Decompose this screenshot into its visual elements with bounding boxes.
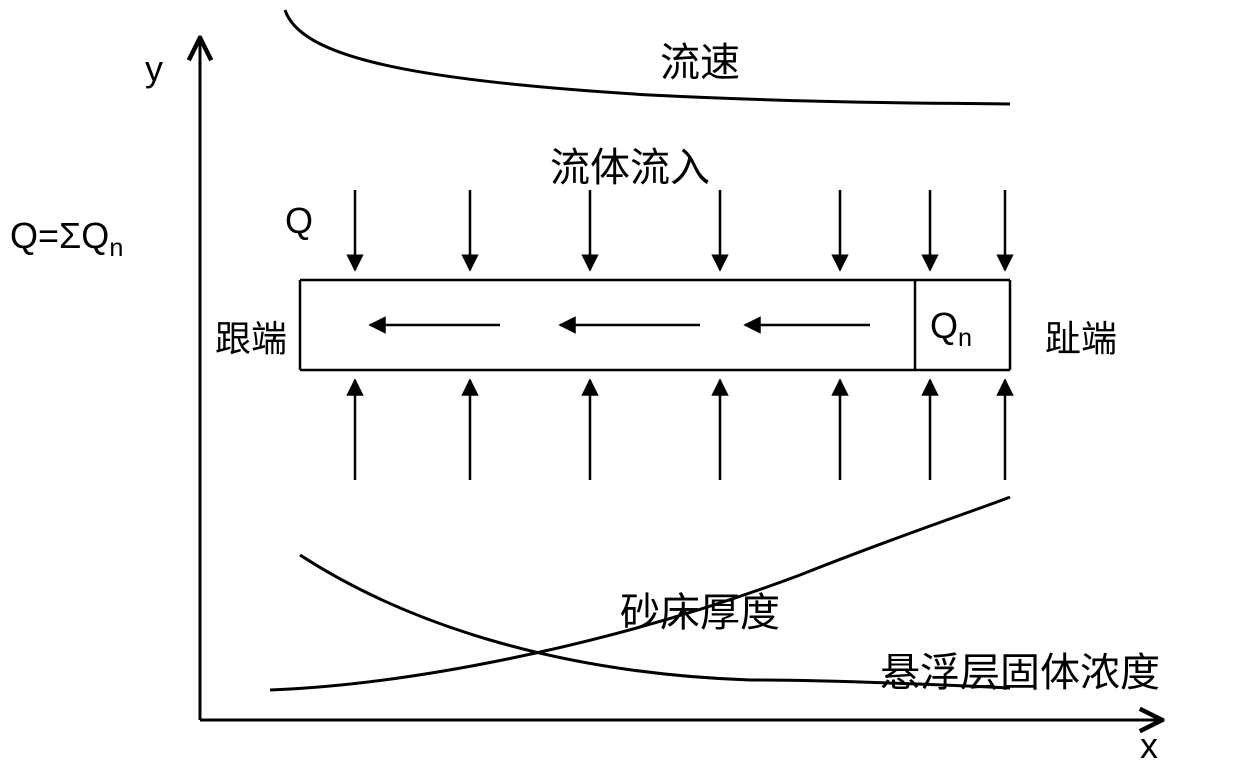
suspended-solid-concentration-label: 悬浮层固体浓度 — [880, 640, 1160, 698]
sand-bed-thickness-label: 砂床厚度 — [620, 580, 780, 638]
q-label: Q — [285, 200, 313, 242]
toe-end-label: 趾端 — [1045, 310, 1117, 362]
qn-label: Qn — [930, 305, 972, 353]
diagram-container: y x Q=ΣQn 流速 流体流入 跟端 趾端 Q Qn 砂床厚度 悬浮层固体浓… — [0, 0, 1240, 767]
fluid-inflow-label: 流体流入 — [550, 135, 710, 193]
y-axis-label: y — [145, 48, 163, 90]
flow-velocity-label: 流速 — [660, 30, 740, 88]
equation-label: Q=ΣQn — [10, 215, 123, 263]
x-axis-label: x — [1140, 725, 1158, 767]
heel-end-label: 跟端 — [215, 310, 287, 362]
